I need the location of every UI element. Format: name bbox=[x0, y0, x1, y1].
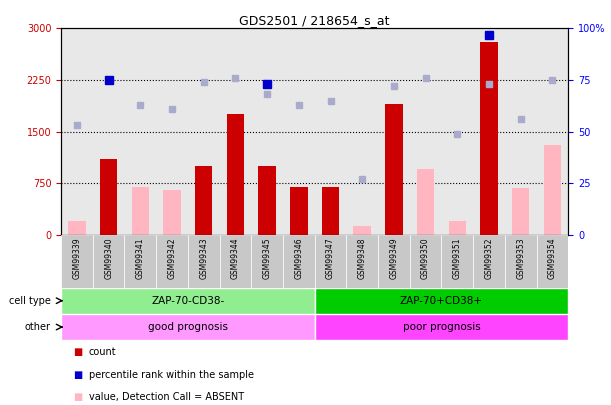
Text: GSM99340: GSM99340 bbox=[104, 237, 113, 279]
Text: other: other bbox=[25, 322, 51, 332]
Bar bbox=[346, 235, 378, 288]
Text: count: count bbox=[89, 347, 116, 357]
Text: GSM99342: GSM99342 bbox=[167, 237, 177, 279]
Text: value, Detection Call = ABSENT: value, Detection Call = ABSENT bbox=[89, 392, 244, 402]
Text: ■: ■ bbox=[73, 392, 82, 402]
Text: GSM99341: GSM99341 bbox=[136, 237, 145, 279]
Bar bbox=[448, 221, 466, 235]
Bar bbox=[258, 166, 276, 235]
Text: cell type: cell type bbox=[9, 296, 51, 306]
Text: GSM99352: GSM99352 bbox=[485, 237, 494, 279]
Text: GSM99346: GSM99346 bbox=[295, 237, 303, 279]
Text: ZAP-70-CD38-: ZAP-70-CD38- bbox=[152, 296, 224, 306]
Bar bbox=[512, 188, 529, 235]
Bar bbox=[544, 145, 561, 235]
Bar bbox=[100, 159, 117, 235]
Bar bbox=[385, 104, 403, 235]
Bar bbox=[125, 235, 156, 288]
Bar bbox=[61, 288, 315, 314]
Bar bbox=[195, 166, 213, 235]
Text: ZAP-70+CD38+: ZAP-70+CD38+ bbox=[400, 296, 483, 306]
Bar bbox=[473, 235, 505, 288]
Text: good prognosis: good prognosis bbox=[148, 322, 228, 332]
Bar bbox=[417, 169, 434, 235]
Text: GSM99349: GSM99349 bbox=[389, 237, 398, 279]
Bar bbox=[410, 235, 441, 288]
Text: GSM99343: GSM99343 bbox=[199, 237, 208, 279]
Bar bbox=[251, 235, 283, 288]
Bar bbox=[322, 187, 339, 235]
Bar bbox=[315, 314, 568, 340]
Text: GSM99350: GSM99350 bbox=[421, 237, 430, 279]
Bar bbox=[441, 235, 473, 288]
Bar bbox=[505, 235, 536, 288]
Text: GSM99345: GSM99345 bbox=[263, 237, 272, 279]
Bar bbox=[378, 235, 410, 288]
Bar bbox=[156, 235, 188, 288]
Text: ■: ■ bbox=[73, 370, 82, 379]
Bar bbox=[290, 187, 307, 235]
Bar bbox=[61, 235, 93, 288]
Bar bbox=[131, 187, 149, 235]
Bar bbox=[283, 235, 315, 288]
Bar bbox=[163, 190, 181, 235]
Text: GSM99351: GSM99351 bbox=[453, 237, 462, 279]
Bar bbox=[61, 314, 315, 340]
Text: GSM99344: GSM99344 bbox=[231, 237, 240, 279]
Text: GSM99339: GSM99339 bbox=[73, 237, 81, 279]
Text: GSM99354: GSM99354 bbox=[548, 237, 557, 279]
Bar bbox=[315, 235, 346, 288]
Bar bbox=[480, 42, 498, 235]
Bar bbox=[188, 235, 219, 288]
Text: GSM99348: GSM99348 bbox=[357, 237, 367, 279]
Title: GDS2501 / 218654_s_at: GDS2501 / 218654_s_at bbox=[240, 14, 390, 27]
Bar bbox=[68, 221, 86, 235]
Text: ■: ■ bbox=[73, 347, 82, 357]
Bar bbox=[315, 288, 568, 314]
Bar bbox=[219, 235, 251, 288]
Bar bbox=[354, 226, 371, 235]
Bar bbox=[93, 235, 125, 288]
Text: GSM99353: GSM99353 bbox=[516, 237, 525, 279]
Bar bbox=[227, 115, 244, 235]
Text: percentile rank within the sample: percentile rank within the sample bbox=[89, 370, 254, 379]
Bar bbox=[536, 235, 568, 288]
Text: poor prognosis: poor prognosis bbox=[403, 322, 480, 332]
Text: GSM99347: GSM99347 bbox=[326, 237, 335, 279]
